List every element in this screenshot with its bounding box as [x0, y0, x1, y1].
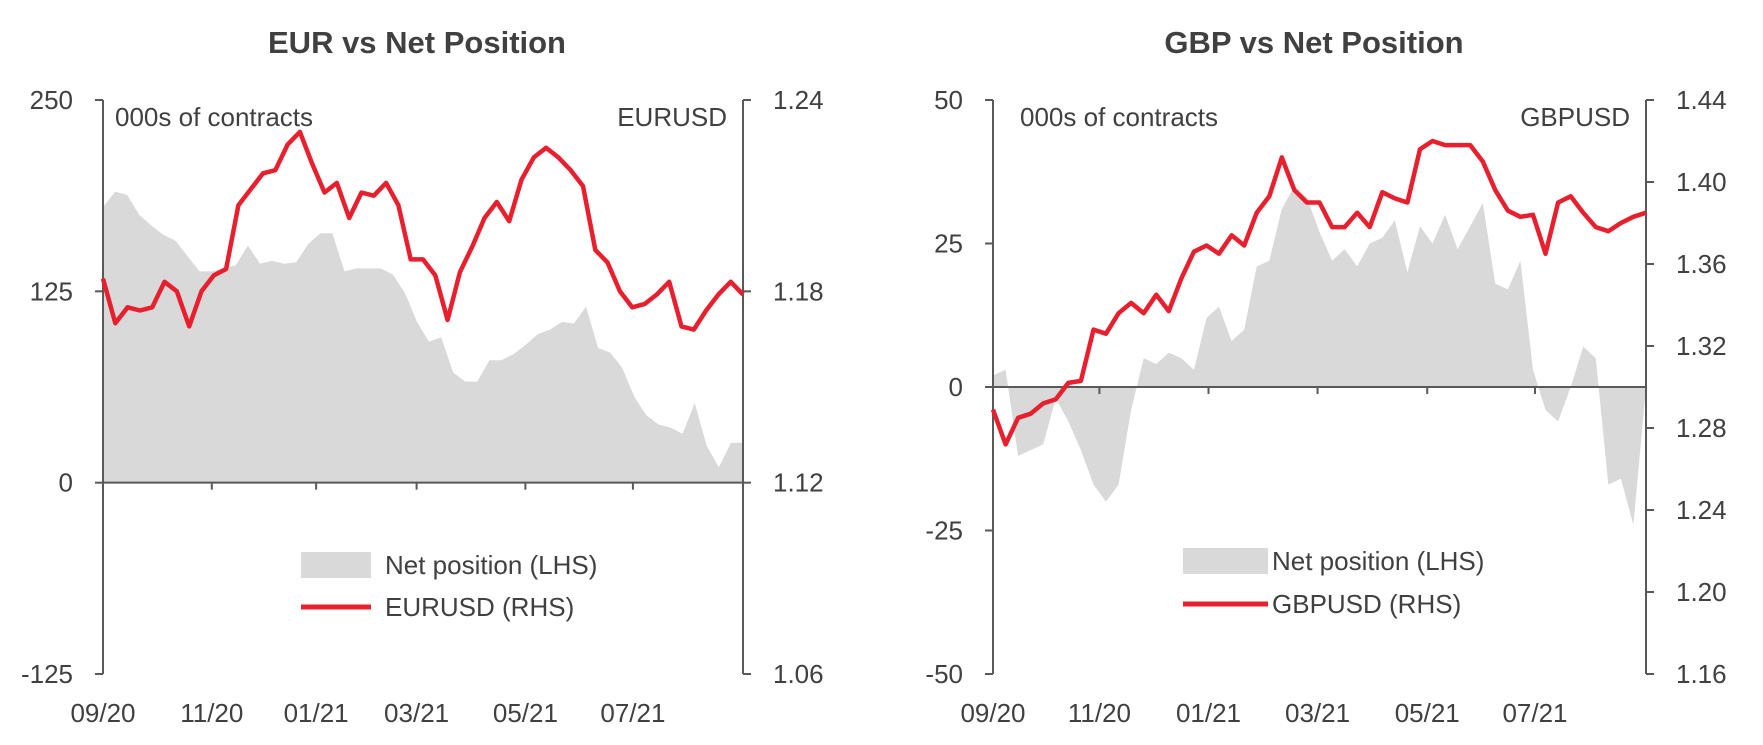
gbp-right-tick-label: 1.44: [1676, 85, 1727, 115]
eur-left-tick-label: 0: [59, 468, 73, 498]
eur-left-tick-label: -125: [21, 659, 73, 689]
gbp-x-tick-label: 11/20: [1068, 698, 1131, 728]
gbp-right-tick-label: 1.32: [1676, 331, 1727, 361]
gbp-x-tick-label: 09/20: [960, 698, 1025, 728]
gbp-right-axis-note: GBPUSD: [1520, 102, 1630, 132]
eur-x-tick-label: 09/20: [70, 698, 135, 728]
eur-left-axis-note: 000s of contracts: [115, 102, 313, 132]
eur-x-tick-label: 03/21: [384, 698, 449, 728]
gbp-right-tick-label: 1.28: [1676, 413, 1727, 443]
eur-right-axis-note: EURUSD: [617, 102, 727, 132]
eur-right-tick-label: 1.06: [773, 659, 824, 689]
eur-legend-label-price: EURUSD (RHS): [385, 592, 574, 622]
gbpusd-price-line: [990, 138, 1647, 447]
eur-legend: Net position (LHS) EURUSD (RHS): [301, 550, 597, 622]
gbp-left-tick-label: 0: [949, 372, 963, 402]
eur-chart-panel: EUR vs Net Position -125 0 125 250 1.06 1.12…: [21, 25, 824, 728]
gbp-right-tick-label: 1.24: [1676, 495, 1727, 525]
eur-net-position-area: [103, 191, 743, 483]
eur-chart-title: EUR vs Net Position: [268, 25, 566, 60]
gbp-right-tick-label: 1.36: [1676, 249, 1727, 279]
gbp-left-tick-label: -50: [925, 659, 963, 689]
eur-right-tick-label: 1.12: [773, 468, 824, 498]
gbp-right-tick-label: 1.16: [1676, 659, 1727, 689]
eur-right-tick-label: 1.18: [773, 276, 824, 306]
gbp-left-tick-label: 50: [934, 85, 963, 115]
eur-left-tick-label: 250: [30, 85, 73, 115]
eur-x-tick-label: 01/21: [284, 698, 349, 728]
gbp-legend-area-swatch: [1183, 548, 1268, 574]
gbp-legend-label-price: GBPUSD (RHS): [1272, 589, 1461, 619]
gbp-legend: Net position (LHS) GBPUSD (RHS): [1183, 546, 1484, 619]
gbp-left-tick-label: -25: [925, 516, 963, 546]
gbp-x-tick-label: 03/21: [1285, 698, 1350, 728]
gbp-legend-label-net: Net position (LHS): [1272, 546, 1484, 576]
gbp-x-tick-label: 05/21: [1395, 698, 1460, 728]
gbp-right-tick-label: 1.40: [1676, 167, 1727, 197]
eurusd-price-line: [100, 129, 745, 332]
gbp-chart-panel: GBP vs Net Position -50 -25 0 25 50 1.16 1.20…: [925, 25, 1726, 728]
gbp-right-tick-label: 1.20: [1676, 577, 1727, 607]
eur-legend-area-swatch: [301, 552, 371, 578]
eur-x-tick-label: 07/21: [600, 698, 665, 728]
gbp-chart-title: GBP vs Net Position: [1164, 25, 1463, 60]
eur-x-tick-label: 11/20: [180, 698, 243, 728]
gbp-left-tick-label: 25: [934, 229, 963, 259]
eur-x-tick-label: 05/21: [493, 698, 558, 728]
eur-left-tick-label: 125: [30, 276, 73, 306]
gbp-left-axis-note: 000s of contracts: [1020, 102, 1218, 132]
eur-legend-label-net: Net position (LHS): [385, 550, 597, 580]
gbp-x-tick-label: 07/21: [1502, 698, 1567, 728]
gbp-x-tick-label: 01/21: [1176, 698, 1241, 728]
eur-right-tick-label: 1.24: [773, 85, 824, 115]
gbp-net-position-area: [993, 186, 1646, 525]
